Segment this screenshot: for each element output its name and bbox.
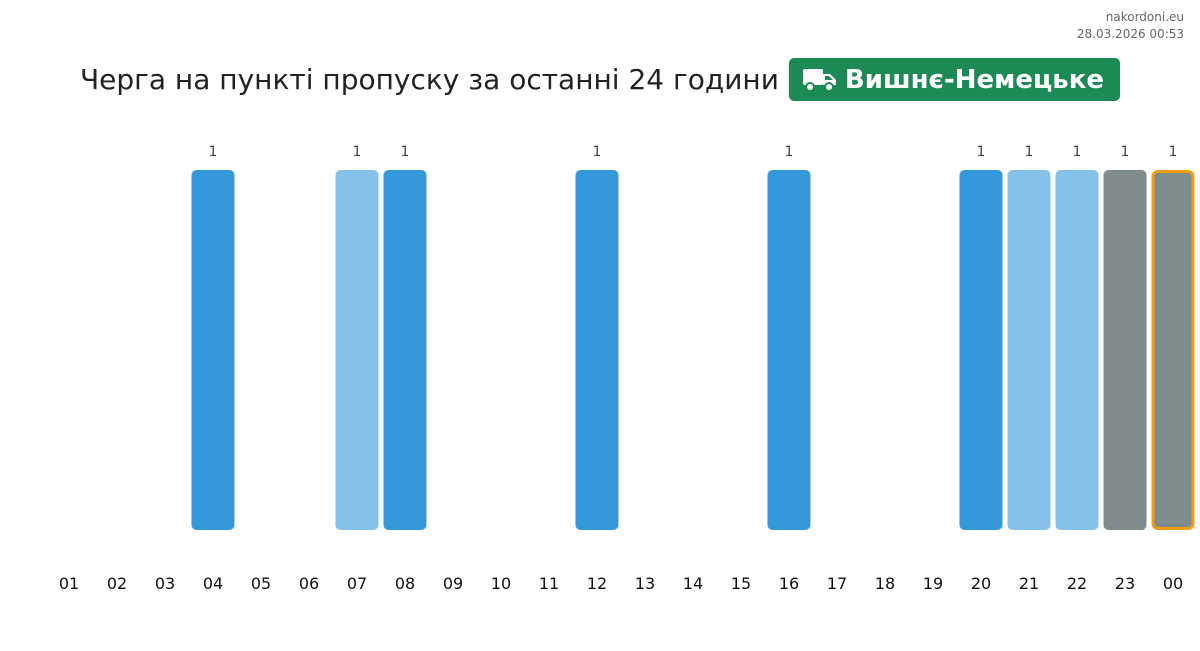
x-tick-label: 08 xyxy=(395,574,415,593)
timestamp: 28.03.2026 00:53 xyxy=(1076,27,1184,41)
x-tick-label: 20 xyxy=(971,574,991,593)
checkpoint-name: Вишнє-Немецьке xyxy=(844,64,1105,95)
bar-12[interactable] xyxy=(575,170,619,530)
truck-icon xyxy=(802,68,836,92)
x-tick-label: 23 xyxy=(1115,574,1135,593)
bar-23[interactable] xyxy=(1103,170,1147,530)
chart-title: Черга на пункті пропуску за останні 24 г… xyxy=(79,63,779,96)
site-name: nakordoni.eu xyxy=(1105,10,1184,24)
bar-07[interactable] xyxy=(335,170,379,530)
x-tick-label: 21 xyxy=(1019,574,1039,593)
x-tick-label: 00 xyxy=(1163,574,1183,593)
x-tick-label: 19 xyxy=(923,574,943,593)
x-tick-label: 14 xyxy=(683,574,703,593)
x-tick-label: 05 xyxy=(251,574,271,593)
bar-04[interactable] xyxy=(191,170,235,530)
x-tick-label: 10 xyxy=(491,574,511,593)
x-tick-label: 18 xyxy=(875,574,895,593)
x-tick-label: 07 xyxy=(347,574,367,593)
x-tick-label: 02 xyxy=(107,574,127,593)
x-tick-label: 03 xyxy=(155,574,175,593)
data-label: 1 xyxy=(1169,144,1178,160)
data-label: 1 xyxy=(1073,144,1082,160)
x-tick-label: 06 xyxy=(299,574,319,593)
data-label: 1 xyxy=(1121,144,1130,160)
data-label: 1 xyxy=(593,144,602,160)
site-info: nakordoni.eu 28.03.2026 00:53 xyxy=(1077,9,1184,43)
data-label: 1 xyxy=(1025,144,1034,160)
data-label: 1 xyxy=(209,144,218,160)
data-label: 1 xyxy=(401,144,410,160)
x-tick-label: 17 xyxy=(827,574,847,593)
x-tick-label: 04 xyxy=(203,574,223,593)
x-tick-label: 22 xyxy=(1067,574,1087,593)
x-tick-label: 01 xyxy=(59,574,79,593)
bar-08[interactable] xyxy=(383,170,427,530)
data-label: 1 xyxy=(977,144,986,160)
chart-header: Черга на пункті пропуску за останні 24 г… xyxy=(0,58,1200,101)
x-tick-label: 11 xyxy=(539,574,559,593)
bar-21[interactable] xyxy=(1007,170,1051,530)
data-label: 1 xyxy=(785,144,794,160)
x-tick-label: 16 xyxy=(779,574,799,593)
bar-22[interactable] xyxy=(1055,170,1099,530)
x-tick-label: 15 xyxy=(731,574,751,593)
checkpoint-badge: Вишнє-Немецьке xyxy=(788,58,1121,101)
x-tick-label: 09 xyxy=(443,574,463,593)
bar-20[interactable] xyxy=(959,170,1003,530)
data-label: 1 xyxy=(353,144,362,160)
x-tick-label: 13 xyxy=(635,574,655,593)
bar-00[interactable] xyxy=(1151,170,1195,530)
bar-16[interactable] xyxy=(767,170,811,530)
x-tick-label: 12 xyxy=(587,574,607,593)
